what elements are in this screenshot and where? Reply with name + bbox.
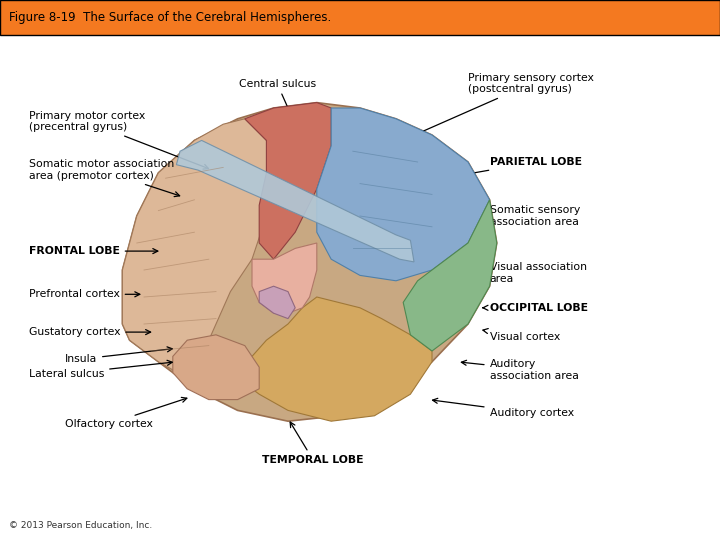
- Text: Somatic sensory
association area: Somatic sensory association area: [447, 205, 580, 233]
- FancyBboxPatch shape: [0, 0, 720, 35]
- Polygon shape: [317, 108, 490, 281]
- Text: Insula: Insula: [65, 347, 172, 364]
- Text: Primary sensory cortex
(postcentral gyrus): Primary sensory cortex (postcentral gyru…: [400, 73, 594, 141]
- Text: Auditory
association area: Auditory association area: [462, 359, 578, 381]
- Polygon shape: [173, 335, 259, 400]
- Text: Primary motor cortex
(precentral gyrus): Primary motor cortex (precentral gyrus): [29, 111, 209, 169]
- Text: Visual cortex: Visual cortex: [483, 328, 560, 342]
- Polygon shape: [252, 243, 317, 313]
- Polygon shape: [245, 103, 331, 259]
- Text: Somatic motor association
area (premotor cortex): Somatic motor association area (premotor…: [29, 159, 179, 197]
- Text: Auditory cortex: Auditory cortex: [433, 399, 574, 418]
- Text: FRONTAL LOBE: FRONTAL LOBE: [29, 246, 158, 256]
- Text: Lateral sulcus: Lateral sulcus: [29, 360, 172, 379]
- Text: PARIETAL LOBE: PARIETAL LOBE: [433, 157, 582, 182]
- Polygon shape: [238, 297, 432, 421]
- Text: Central sulcus: Central sulcus: [238, 79, 316, 129]
- Text: Gustatory cortex: Gustatory cortex: [29, 327, 150, 337]
- Polygon shape: [122, 103, 497, 421]
- Text: Visual association
area: Visual association area: [476, 262, 587, 284]
- Text: © 2013 Pearson Education, Inc.: © 2013 Pearson Education, Inc.: [9, 521, 152, 530]
- Polygon shape: [176, 140, 414, 262]
- Text: Olfactory cortex: Olfactory cortex: [65, 397, 186, 429]
- Text: Figure 8-19  The Surface of the Cerebral Hemispheres.: Figure 8-19 The Surface of the Cerebral …: [9, 11, 331, 24]
- Text: OCCIPITAL LOBE: OCCIPITAL LOBE: [483, 303, 588, 313]
- Polygon shape: [259, 286, 295, 319]
- Polygon shape: [122, 119, 274, 378]
- Polygon shape: [403, 200, 497, 351]
- Text: Prefrontal cortex: Prefrontal cortex: [29, 289, 140, 299]
- Text: TEMPORAL LOBE: TEMPORAL LOBE: [263, 422, 364, 465]
